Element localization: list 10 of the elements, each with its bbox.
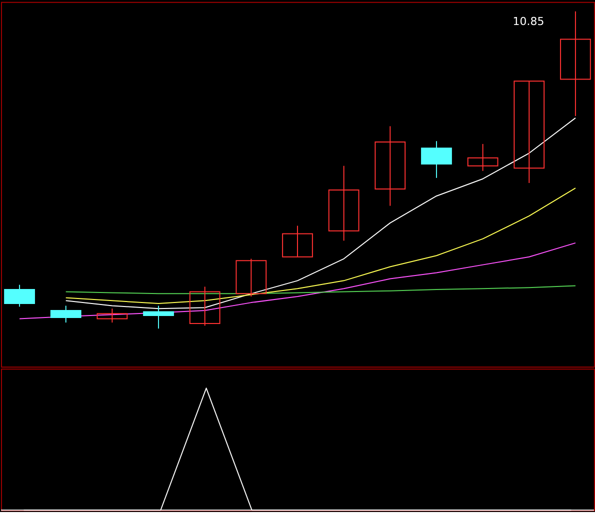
candlestick — [282, 225, 313, 258]
candlestick — [189, 286, 220, 326]
candlestick — [96, 308, 128, 324]
candlestick — [236, 258, 267, 298]
candlestick — [374, 126, 406, 206]
candlestick — [328, 165, 360, 242]
annotation: 10.85 — [512, 14, 544, 28]
candlestick — [467, 143, 498, 172]
candlestick — [514, 80, 545, 184]
candlestick — [560, 10, 591, 117]
